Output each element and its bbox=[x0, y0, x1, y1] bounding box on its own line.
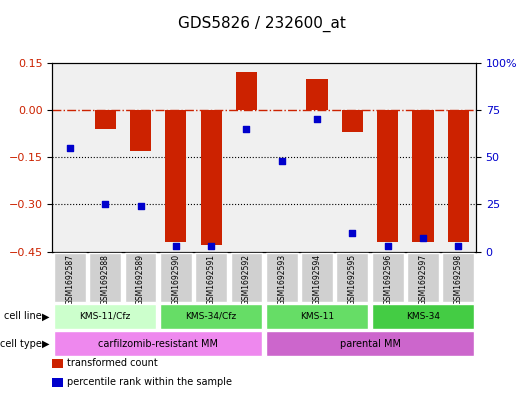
FancyBboxPatch shape bbox=[54, 304, 156, 329]
Text: transformed count: transformed count bbox=[67, 358, 158, 368]
Text: KMS-34: KMS-34 bbox=[406, 312, 440, 321]
Point bbox=[454, 243, 462, 249]
Bar bbox=[342, 110, 363, 132]
Point bbox=[66, 145, 74, 151]
Text: KMS-34/Cfz: KMS-34/Cfz bbox=[186, 312, 237, 321]
Text: cell line: cell line bbox=[4, 311, 42, 321]
Text: GSM1692594: GSM1692594 bbox=[313, 254, 322, 305]
Text: GSM1692589: GSM1692589 bbox=[136, 254, 145, 305]
Bar bbox=[200, 110, 222, 245]
Text: GDS5826 / 232600_at: GDS5826 / 232600_at bbox=[178, 16, 345, 32]
Text: GSM1692596: GSM1692596 bbox=[383, 254, 392, 305]
Point bbox=[242, 126, 251, 132]
Text: GSM1692587: GSM1692587 bbox=[65, 254, 74, 305]
Text: GSM1692597: GSM1692597 bbox=[418, 254, 427, 305]
Text: parental MM: parental MM bbox=[339, 339, 401, 349]
Point bbox=[207, 243, 215, 249]
Bar bbox=[165, 110, 186, 242]
FancyBboxPatch shape bbox=[372, 253, 404, 301]
Point bbox=[348, 230, 357, 236]
FancyBboxPatch shape bbox=[54, 331, 263, 356]
FancyBboxPatch shape bbox=[336, 253, 368, 301]
Text: GSM1692588: GSM1692588 bbox=[101, 254, 110, 305]
FancyBboxPatch shape bbox=[266, 331, 474, 356]
Bar bbox=[448, 110, 469, 242]
FancyBboxPatch shape bbox=[160, 304, 263, 329]
Bar bbox=[306, 79, 327, 110]
Bar bbox=[52, 378, 63, 387]
FancyBboxPatch shape bbox=[407, 253, 439, 301]
Bar bbox=[377, 110, 398, 242]
Bar bbox=[236, 72, 257, 110]
Text: GSM1692598: GSM1692598 bbox=[454, 254, 463, 305]
Point bbox=[383, 243, 392, 249]
FancyBboxPatch shape bbox=[89, 253, 121, 301]
Point bbox=[313, 116, 321, 123]
FancyBboxPatch shape bbox=[372, 304, 474, 329]
FancyBboxPatch shape bbox=[266, 253, 298, 301]
Text: GSM1692591: GSM1692591 bbox=[207, 254, 215, 305]
Point bbox=[172, 243, 180, 249]
Bar bbox=[412, 110, 434, 242]
Text: GSM1692595: GSM1692595 bbox=[348, 254, 357, 305]
Point bbox=[419, 235, 427, 241]
Bar bbox=[52, 359, 63, 368]
Text: GSM1692592: GSM1692592 bbox=[242, 254, 251, 305]
Bar bbox=[130, 110, 151, 151]
Text: KMS-11: KMS-11 bbox=[300, 312, 334, 321]
Text: KMS-11/Cfz: KMS-11/Cfz bbox=[79, 312, 131, 321]
Text: percentile rank within the sample: percentile rank within the sample bbox=[67, 377, 232, 387]
Text: carfilzomib-resistant MM: carfilzomib-resistant MM bbox=[98, 339, 218, 349]
Text: cell type: cell type bbox=[0, 339, 42, 349]
FancyBboxPatch shape bbox=[195, 253, 227, 301]
FancyBboxPatch shape bbox=[231, 253, 263, 301]
FancyBboxPatch shape bbox=[54, 253, 86, 301]
Point bbox=[101, 201, 109, 208]
Text: GSM1692593: GSM1692593 bbox=[277, 254, 286, 305]
Text: ▶: ▶ bbox=[42, 339, 50, 349]
FancyBboxPatch shape bbox=[442, 253, 474, 301]
FancyBboxPatch shape bbox=[160, 253, 192, 301]
Text: ▶: ▶ bbox=[42, 311, 50, 321]
Point bbox=[278, 158, 286, 164]
Point bbox=[137, 203, 145, 209]
FancyBboxPatch shape bbox=[301, 253, 333, 301]
FancyBboxPatch shape bbox=[124, 253, 156, 301]
Text: GSM1692590: GSM1692590 bbox=[172, 254, 180, 305]
FancyBboxPatch shape bbox=[266, 304, 368, 329]
Bar bbox=[95, 110, 116, 129]
